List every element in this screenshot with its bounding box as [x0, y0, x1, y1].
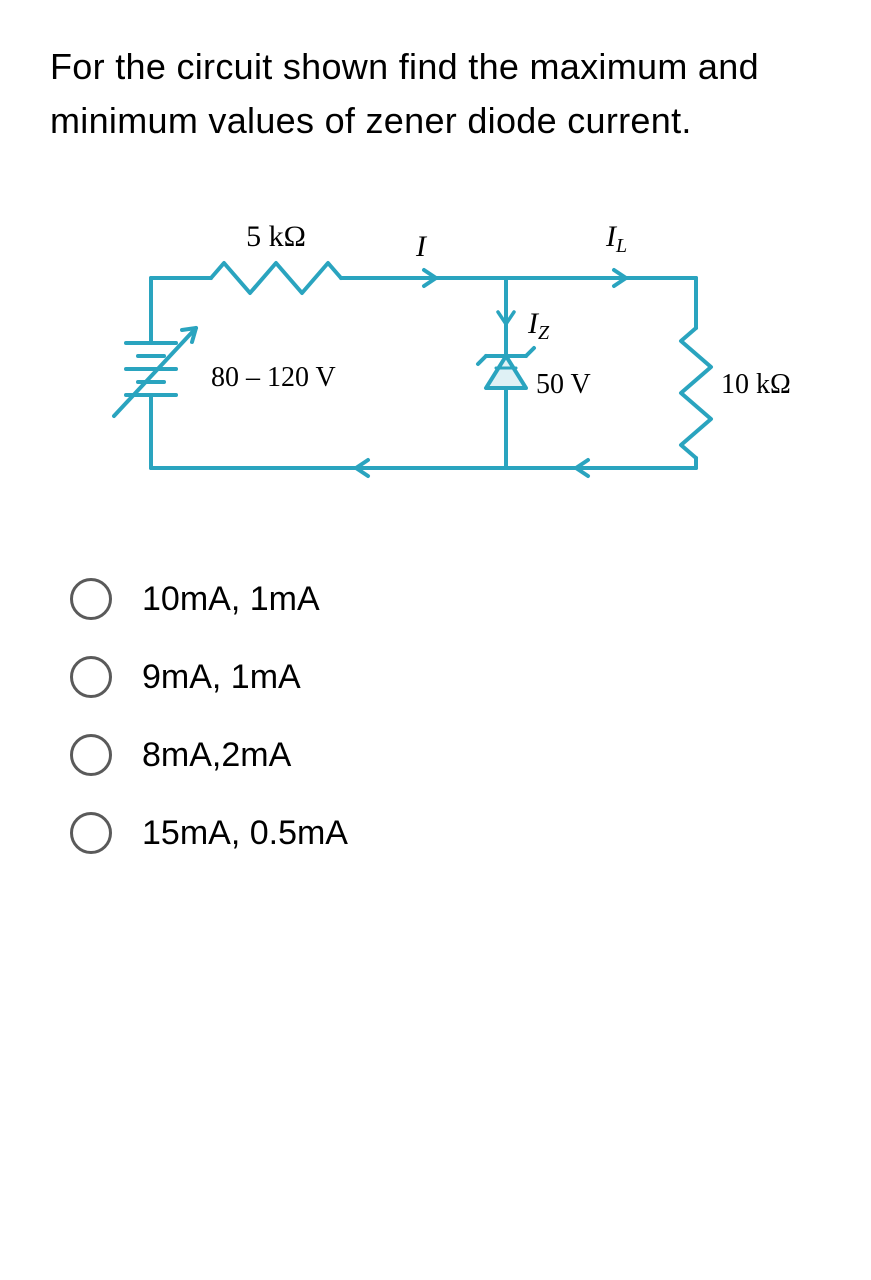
option-label: 9mA, 1mA — [142, 658, 301, 697]
current-IZ-label: IZ — [527, 307, 550, 344]
load-resistor-label: 10 kΩ — [721, 369, 791, 400]
zener-voltage-label: 50 V — [536, 369, 591, 400]
option-0[interactable]: 10mA, 1mA — [70, 578, 821, 620]
option-2[interactable]: 8mA,2mA — [70, 734, 821, 776]
radio-icon — [70, 578, 112, 620]
option-3[interactable]: 15mA, 0.5mA — [70, 812, 821, 854]
option-label: 15mA, 0.5mA — [142, 814, 348, 853]
radio-icon — [70, 734, 112, 776]
option-label: 8mA,2mA — [142, 736, 291, 775]
question-text: For the circuit shown find the maximum a… — [50, 40, 821, 148]
radio-icon — [70, 656, 112, 698]
options-list: 10mA, 1mA 9mA, 1mA 8mA,2mA 15mA, 0.5mA — [50, 578, 821, 854]
circuit-diagram: 5 kΩ I IL IZ 80 – 120 V 50 V 10 kΩ — [50, 198, 821, 528]
option-1[interactable]: 9mA, 1mA — [70, 656, 821, 698]
option-label: 10mA, 1mA — [142, 580, 320, 619]
source-voltage-label: 80 – 120 V — [211, 362, 336, 393]
current-I-label: I — [415, 230, 428, 263]
current-IL-label: IL — [605, 220, 627, 257]
circuit-svg: 5 kΩ I IL IZ 80 – 120 V 50 V 10 kΩ — [56, 198, 816, 528]
series-resistor-label: 5 kΩ — [246, 220, 306, 253]
radio-icon — [70, 812, 112, 854]
